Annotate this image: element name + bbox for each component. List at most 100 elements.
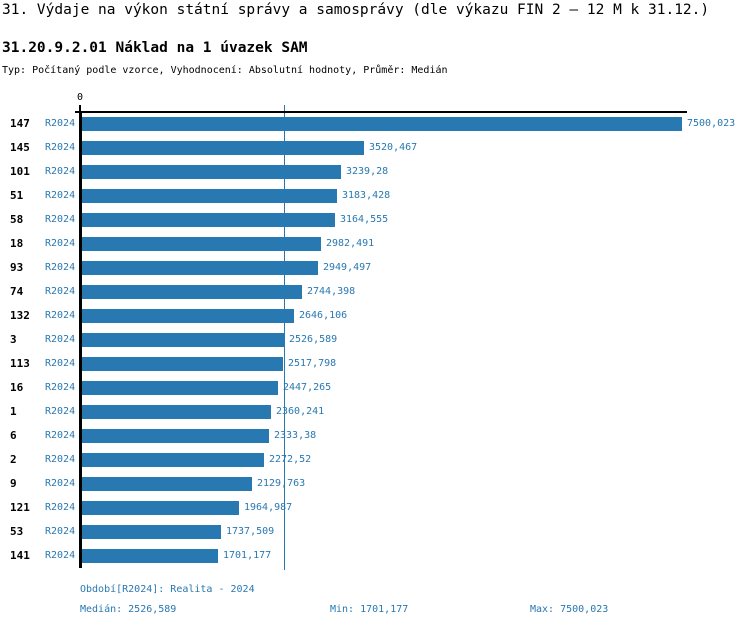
chart-row: 1 R2024 2360,241 — [0, 405, 750, 419]
chart-row: 132 R2024 2646,106 — [0, 309, 750, 323]
series-label: R2024 — [45, 358, 76, 369]
category-label: 3 — [10, 333, 17, 346]
bar — [82, 501, 239, 515]
bar — [82, 189, 337, 203]
report-title: 31. Výdaje na výkon státní správy a samo… — [2, 2, 710, 18]
category-label: 132 — [10, 309, 30, 322]
bar — [82, 165, 341, 179]
series-label: R2024 — [45, 550, 76, 561]
value-label: 7500,023 — [687, 118, 736, 129]
chart-row: 6 R2024 2333,38 — [0, 429, 750, 443]
category-label: 2 — [10, 453, 17, 466]
value-label: 2744,398 — [307, 286, 356, 297]
footer-min: Min: 1701,177 — [330, 604, 409, 615]
chart-row: 53 R2024 1737,509 — [0, 525, 750, 539]
value-label: 3239,28 — [346, 166, 389, 177]
chart-row: 93 R2024 2949,497 — [0, 261, 750, 275]
chart-row: 113 R2024 2517,798 — [0, 357, 750, 371]
series-label: R2024 — [45, 310, 76, 321]
footer-period: Období[R2024]: Realita - 2024 — [80, 584, 255, 595]
series-label: R2024 — [45, 214, 76, 225]
bar — [82, 237, 321, 251]
bar — [82, 381, 278, 395]
chart-row: 16 R2024 2447,265 — [0, 381, 750, 395]
category-label: 113 — [10, 357, 30, 370]
category-label: 93 — [10, 261, 24, 274]
chart-row: 2 R2024 2272,52 — [0, 453, 750, 467]
series-label: R2024 — [45, 430, 76, 441]
value-label: 3520,467 — [369, 142, 418, 153]
value-label: 1701,177 — [223, 550, 272, 561]
chart-row: 74 R2024 2744,398 — [0, 285, 750, 299]
chart-row: 101 R2024 3239,28 — [0, 165, 750, 179]
category-label: 101 — [10, 165, 30, 178]
indicator-title: 31.20.9.2.01 Náklad na 1 úvazek SAM — [2, 40, 308, 56]
value-label: 2447,265 — [283, 382, 332, 393]
indicator-meta: Typ: Počítaný podle vzorce, Vyhodnocení:… — [2, 65, 448, 76]
value-label: 2272,52 — [269, 454, 312, 465]
series-label: R2024 — [45, 478, 76, 489]
series-label: R2024 — [45, 406, 76, 417]
chart-row: 51 R2024 3183,428 — [0, 189, 750, 203]
bar — [82, 285, 302, 299]
bar — [82, 405, 271, 419]
value-label: 2333,38 — [274, 430, 317, 441]
category-label: 121 — [10, 501, 30, 514]
bar — [82, 213, 335, 227]
value-label: 3164,555 — [340, 214, 389, 225]
series-label: R2024 — [45, 142, 76, 153]
series-label: R2024 — [45, 526, 76, 537]
category-label: 6 — [10, 429, 17, 442]
value-label: 3183,428 — [342, 190, 391, 201]
value-label: 2949,497 — [323, 262, 372, 273]
chart-row: 141 R2024 1701,177 — [0, 549, 750, 563]
footer-median: Medián: 2526,589 — [80, 604, 177, 615]
axis-zero-label: 0 — [76, 92, 84, 103]
footer-max: Max: 7500,023 — [530, 604, 609, 615]
series-label: R2024 — [45, 238, 76, 249]
category-label: 141 — [10, 549, 30, 562]
category-label: 145 — [10, 141, 30, 154]
bar — [82, 549, 218, 563]
value-label: 1964,987 — [244, 502, 293, 513]
series-label: R2024 — [45, 382, 76, 393]
bar — [82, 261, 318, 275]
chart-row: 3 R2024 2526,589 — [0, 333, 750, 347]
value-label: 1737,509 — [226, 526, 275, 537]
axis-zero-tick — [79, 105, 81, 111]
bar — [82, 141, 364, 155]
category-label: 147 — [10, 117, 30, 130]
value-label: 2360,241 — [276, 406, 325, 417]
chart-row: 145 R2024 3520,467 — [0, 141, 750, 155]
chart-row: 121 R2024 1964,987 — [0, 501, 750, 515]
series-label: R2024 — [45, 166, 76, 177]
series-label: R2024 — [45, 334, 76, 345]
bar — [82, 333, 284, 347]
bar — [82, 477, 252, 491]
category-label: 18 — [10, 237, 24, 250]
value-label: 2129,763 — [257, 478, 306, 489]
median-gridline — [284, 105, 285, 570]
chart-row: 18 R2024 2982,491 — [0, 237, 750, 251]
series-label: R2024 — [45, 454, 76, 465]
category-label: 1 — [10, 405, 17, 418]
value-label: 2526,589 — [289, 334, 338, 345]
chart-row: 58 R2024 3164,555 — [0, 213, 750, 227]
bar — [82, 525, 221, 539]
series-label: R2024 — [45, 262, 76, 273]
bar — [82, 429, 269, 443]
category-label: 16 — [10, 381, 24, 394]
chart-row: 9 R2024 2129,763 — [0, 477, 750, 491]
bar — [82, 117, 682, 131]
category-label: 9 — [10, 477, 17, 490]
category-label: 58 — [10, 213, 24, 226]
bar — [82, 453, 264, 467]
category-label: 74 — [10, 285, 24, 298]
category-label: 53 — [10, 525, 24, 538]
series-label: R2024 — [45, 502, 76, 513]
series-label: R2024 — [45, 286, 76, 297]
y-axis-line — [79, 111, 82, 568]
series-label: R2024 — [45, 190, 76, 201]
value-label: 2646,106 — [299, 310, 348, 321]
bar — [82, 309, 294, 323]
